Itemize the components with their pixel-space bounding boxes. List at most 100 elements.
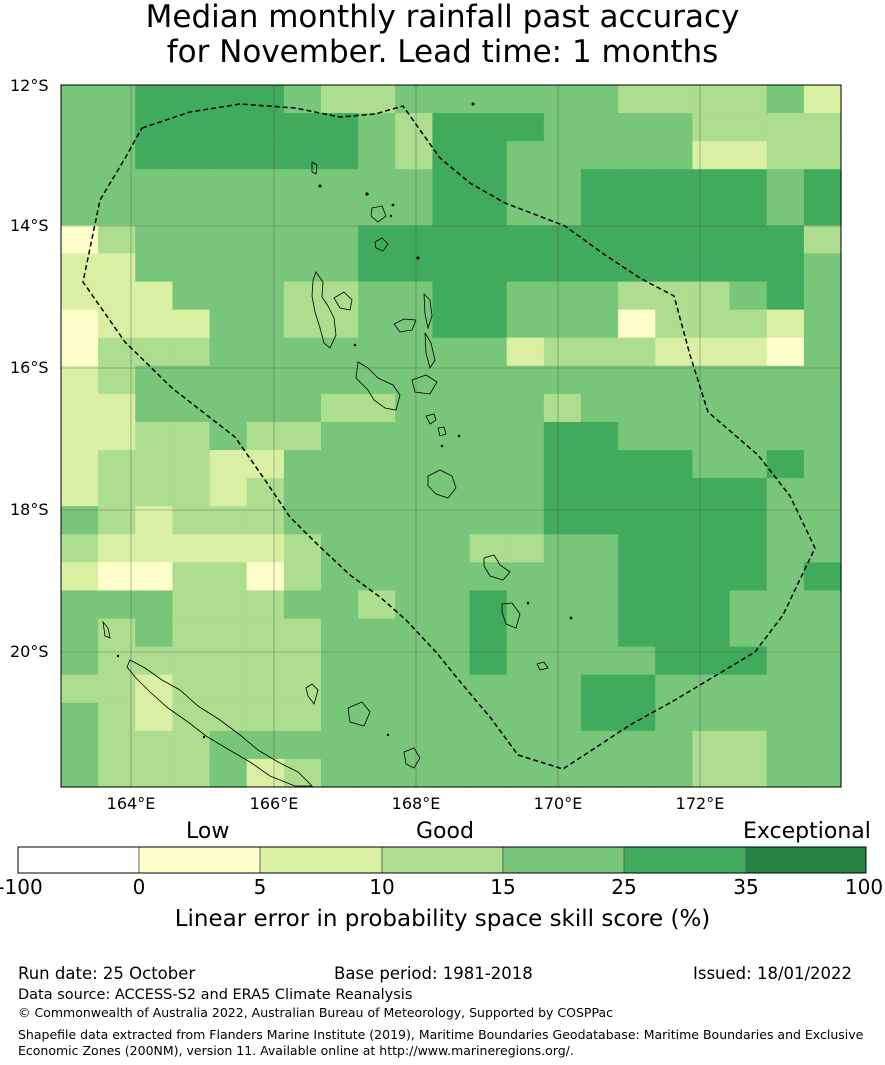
- skill-cell: [321, 225, 359, 255]
- skill-cell: [61, 618, 99, 648]
- skill-cell: [135, 197, 174, 226]
- skill-cell: [618, 281, 656, 311]
- skill-cell: [469, 618, 508, 648]
- skill-cell: [581, 85, 619, 114]
- skill-cell: [98, 702, 136, 732]
- skill-cell: [321, 141, 359, 170]
- skill-cell: [432, 730, 471, 760]
- skill-cell: [358, 393, 396, 423]
- skill-cell: [729, 506, 768, 535]
- skill-cell: [655, 478, 694, 507]
- skill-cell: [469, 590, 508, 620]
- skill-cell: [98, 197, 136, 226]
- epi-island: [425, 413, 437, 425]
- skill-cell: [135, 758, 174, 788]
- skill-cell: [766, 113, 805, 142]
- skill-cell: [729, 618, 768, 648]
- skill-cell: [506, 506, 545, 535]
- skill-cell: [432, 618, 471, 648]
- skill-cell: [98, 421, 136, 451]
- skill-cell: [321, 281, 359, 311]
- skill-cell: [98, 478, 136, 507]
- skill-cell: [729, 113, 768, 142]
- skill-cell: [803, 506, 842, 535]
- legend-category-low: Low: [186, 819, 230, 844]
- colorbar-swatch: [381, 846, 504, 874]
- skill-cell: [246, 590, 285, 620]
- skill-cell: [395, 169, 434, 198]
- skill-cell: [209, 309, 248, 339]
- skill-cell: [803, 618, 842, 648]
- skill-cell: [618, 478, 656, 507]
- skill-cell: [61, 169, 99, 198]
- skill-cell: [469, 225, 508, 255]
- skill-cell: [395, 646, 434, 676]
- skill-cell: [395, 253, 434, 283]
- skill-cell: [321, 646, 359, 676]
- skill-cell: [209, 225, 248, 255]
- skill-cell: [543, 702, 582, 732]
- skill-cell: [246, 674, 285, 704]
- skill-cell: [209, 674, 248, 704]
- skill-cell: [543, 730, 582, 760]
- skill-cell: [395, 618, 434, 648]
- skill-cell: [469, 169, 508, 198]
- skill-cell: [803, 702, 842, 732]
- skill-cell: [655, 618, 694, 648]
- skill-cell: [135, 702, 174, 732]
- skill-cell: [506, 225, 545, 255]
- skill-cell: [61, 225, 99, 255]
- issued-date: Issued: 18/01/2022: [693, 964, 853, 983]
- skill-cell: [321, 421, 359, 451]
- skill-cell: [469, 393, 508, 423]
- skill-cell: [172, 113, 211, 142]
- loyalty-island-ouvea: [305, 683, 319, 705]
- skill-cell: [98, 450, 136, 479]
- skill-cell: [766, 562, 805, 592]
- skill-cell: [395, 450, 434, 479]
- skill-cell: [61, 562, 99, 592]
- skill-cell: [692, 562, 731, 592]
- skill-cell: [803, 169, 842, 198]
- skill-cell: [135, 169, 174, 198]
- skill-cell: [506, 478, 545, 507]
- skill-cell: [98, 590, 136, 620]
- skill-cell: [581, 674, 619, 704]
- skill-cell: [209, 337, 248, 367]
- skill-cell: [469, 337, 508, 367]
- skill-cell: [729, 253, 768, 283]
- skill-cell: [246, 646, 285, 676]
- skill-cell: [283, 113, 322, 142]
- skill-cell: [135, 141, 174, 170]
- skill-cell: [581, 253, 619, 283]
- skill-cell: [655, 534, 694, 563]
- skill-cell: [395, 141, 434, 170]
- skill-cell: [321, 113, 359, 142]
- skill-cell: [246, 478, 285, 507]
- skill-cell: [803, 141, 842, 170]
- copyright-notice: © Commonwealth of Australia 2022, Austra…: [18, 1005, 613, 1020]
- skill-cell: [729, 534, 768, 563]
- lon-label-168e: 168°E: [391, 794, 441, 813]
- skill-cell: [803, 281, 842, 311]
- skill-cell: [98, 393, 136, 423]
- map-frame: [60, 84, 842, 788]
- skill-cell: [172, 225, 211, 255]
- skill-cell: [358, 169, 396, 198]
- skill-cell: [766, 506, 805, 535]
- skill-cell: [283, 281, 322, 311]
- skill-cell: [283, 674, 322, 704]
- skill-cell: [209, 506, 248, 535]
- skill-cell: [618, 758, 656, 788]
- skill-cell: [803, 421, 842, 451]
- skill-cell: [358, 141, 396, 170]
- skill-cell: [803, 730, 842, 760]
- skill-cell: [766, 365, 805, 395]
- skill-cell: [321, 309, 359, 339]
- skill-cell: [581, 337, 619, 367]
- belep-islands: [102, 620, 111, 639]
- skill-cell: [432, 309, 471, 339]
- skill-cell: [729, 674, 768, 704]
- skill-cell: [432, 365, 471, 395]
- skill-cell: [618, 393, 656, 423]
